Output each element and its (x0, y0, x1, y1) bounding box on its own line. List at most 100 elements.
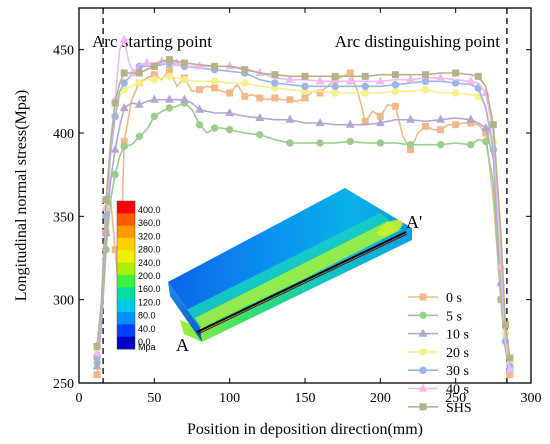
data-point (285, 74, 295, 83)
data-point (331, 82, 339, 91)
colorbar-label: 80.0 (138, 311, 156, 321)
data-point (92, 347, 102, 357)
data-point (180, 94, 189, 103)
colorbar-segment (117, 312, 135, 325)
data-point (375, 117, 385, 127)
data-point (150, 112, 159, 121)
data-point (391, 102, 399, 110)
data-point (180, 59, 188, 67)
legend-label: 0 s (446, 291, 462, 306)
data-point (376, 139, 385, 147)
y-tick-label: 300 (53, 294, 74, 309)
colorbar-label: 400.0 (138, 205, 161, 215)
data-point (331, 72, 339, 80)
end-hotspot (377, 219, 403, 237)
colorbar-segment (117, 201, 135, 214)
data-point (452, 69, 460, 77)
legend: 0 s 5 s 10 s 20 s 30 s 40 s SHS (408, 291, 472, 416)
plate-model-inset: A A' (168, 188, 422, 355)
data-point (436, 114, 446, 123)
data-point (225, 107, 235, 117)
data-point (345, 76, 355, 85)
colorbar-label: 240.0 (138, 258, 161, 268)
data-point (391, 71, 399, 79)
series-layer (92, 34, 515, 379)
series-10-s (92, 94, 515, 373)
y-tick-label: 250 (53, 377, 74, 392)
arc-end-label: Arc distinguishing point (335, 32, 501, 51)
data-point (474, 72, 482, 80)
data-point (315, 117, 325, 127)
data-point (225, 125, 234, 134)
series-shs (93, 56, 514, 362)
data-point (421, 85, 430, 94)
data-point (316, 89, 324, 97)
data-point (422, 122, 430, 130)
colorbar-segment (117, 324, 135, 338)
data-point (331, 89, 339, 97)
legend-marker (418, 383, 428, 392)
data-point (301, 94, 309, 102)
data-point (120, 79, 128, 87)
series-line (96, 58, 511, 359)
colorbar-label: 200.0 (138, 271, 161, 281)
x-tick-label: 50 (147, 391, 161, 406)
data-point (451, 79, 460, 87)
data-point (135, 132, 143, 141)
data-point (164, 94, 174, 103)
data-point (150, 62, 158, 70)
y-axis-title: Longitudinal normal stress(Mpa) (13, 90, 30, 302)
a-a-prime-line (196, 231, 407, 333)
data-point (391, 87, 400, 96)
data-point (436, 140, 445, 149)
x-tick-label: 200 (370, 391, 391, 406)
colorbar-label: 320.0 (138, 231, 161, 241)
data-point (241, 79, 249, 87)
data-point (111, 99, 119, 107)
legend-marker (419, 348, 427, 356)
x-tick-label: 150 (295, 391, 316, 406)
legend-label: 40 s (446, 383, 469, 398)
series-line (96, 62, 511, 367)
data-point (271, 79, 279, 87)
data-point (142, 57, 152, 67)
data-point (437, 126, 445, 134)
axes: 0 50 100 150 200 250 300 250 300 350 400 450 Positio… (13, 7, 542, 438)
data-point (150, 75, 159, 84)
data-point (345, 119, 355, 128)
data-point (211, 84, 219, 92)
colorbar-segment (117, 299, 135, 313)
legend-label: SHS (446, 401, 472, 416)
data-point (406, 74, 415, 83)
data-point (301, 82, 309, 91)
data-point (436, 72, 446, 82)
data-point (406, 140, 415, 149)
data-point (316, 139, 324, 147)
colorbar-label: 120.0 (138, 297, 161, 307)
data-point (451, 89, 460, 97)
colorbar-segment (117, 275, 135, 288)
colorbar-segment (117, 287, 135, 301)
data-point (92, 361, 102, 370)
data-point (346, 137, 354, 146)
series-5-s (93, 99, 514, 374)
data-point (271, 71, 279, 79)
legend-marker (419, 403, 427, 411)
data-point (286, 139, 294, 147)
data-point (361, 89, 369, 97)
a-a-prime-line-red (197, 233, 408, 335)
colorbar: 400.0 360.0 320.0 280.0 240.0 200.0 160.0 120.0… (116, 200, 161, 352)
x-tick-label: 250 (445, 391, 466, 406)
colorbar-segment (117, 225, 135, 239)
data-point (271, 94, 279, 102)
data-point (211, 62, 219, 70)
arc-start-label: Arc starting point (92, 32, 212, 51)
data-point (422, 71, 430, 79)
data-point (210, 77, 219, 86)
data-point (165, 104, 174, 112)
x-tick-label: 100 (219, 391, 240, 406)
x-axis-title: Position in deposition direction(mm) (187, 421, 423, 438)
legend-marker (419, 366, 427, 374)
data-point (255, 112, 265, 122)
data-point (119, 102, 129, 112)
